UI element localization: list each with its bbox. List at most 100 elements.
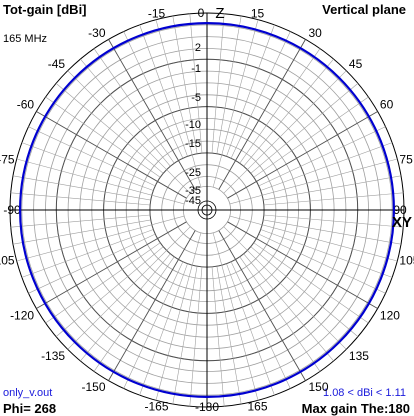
grid-spoke — [239, 48, 321, 164]
radial-tick-label: -10 — [185, 119, 201, 131]
grid-spoke — [212, 19, 259, 188]
grid-spoke — [28, 233, 156, 294]
center-ring — [201, 204, 213, 216]
grid-spoke — [55, 246, 164, 337]
grid-spoke — [155, 232, 202, 401]
grid-spoke — [80, 58, 171, 167]
angle-tick-label: -45 — [48, 57, 66, 71]
grid-spoke — [16, 158, 185, 205]
grid-spoke — [108, 230, 196, 381]
grid-spoke — [263, 214, 404, 228]
center-ring — [197, 200, 217, 220]
grid-spoke — [10, 214, 151, 228]
angle-tick-label: -150 — [81, 380, 105, 394]
grid-spoke — [263, 219, 402, 245]
grid-spoke — [250, 83, 359, 174]
angle-tick-label: -15 — [148, 7, 166, 21]
filename-label: only_v.out — [3, 387, 53, 399]
grid-spoke — [93, 48, 175, 164]
grid-spoke — [229, 215, 398, 262]
z-axis-label: Z — [215, 5, 224, 22]
grid-spoke — [80, 253, 171, 362]
grid-spoke — [263, 175, 402, 201]
radial-tick-label: -15 — [185, 138, 201, 150]
radial-tick-label: -5 — [191, 92, 201, 104]
plane-label: Vertical plane — [322, 2, 406, 17]
grid-spoke — [55, 83, 164, 174]
grid-spoke — [263, 192, 404, 206]
angle-tick-label: -135 — [41, 349, 65, 363]
angle-tick-label: 105 — [399, 254, 414, 268]
grid-spoke — [250, 246, 359, 337]
grid-spoke — [12, 219, 151, 245]
grid-spoke — [155, 19, 202, 188]
grid-spoke — [189, 266, 203, 407]
angle-tick-label: 90 — [393, 203, 407, 217]
grid-spoke — [227, 111, 378, 199]
grid-spoke — [258, 126, 386, 187]
angle-tick-label: -60 — [17, 98, 35, 112]
grid-spoke — [36, 111, 187, 199]
angle-tick-label: -75 — [0, 153, 15, 167]
grid-spoke — [172, 266, 198, 405]
grid-spoke — [260, 142, 393, 191]
xy-axis-label: XY — [392, 214, 412, 231]
radial-tick-label: -1 — [191, 63, 201, 75]
angle-tick-label: -90 — [3, 203, 21, 217]
grid-spoke — [243, 58, 334, 167]
grid-spoke — [67, 70, 191, 194]
grid-spoke — [211, 266, 225, 407]
grid-spoke — [223, 226, 347, 350]
grid-spoke — [36, 221, 187, 309]
grid-spoke — [218, 230, 306, 381]
angle-tick-label: -165 — [144, 399, 168, 413]
grid-spoke — [28, 126, 156, 187]
angle-tick-label: 135 — [349, 349, 369, 363]
angle-tick-label: 165 — [247, 399, 267, 413]
angle-tick-label: 60 — [380, 98, 394, 112]
grid-spoke — [230, 261, 291, 389]
angle-tick-label: 30 — [309, 26, 323, 40]
pattern-series — [19, 22, 395, 398]
radial-tick-label: -25 — [185, 167, 201, 179]
gain-range-label: 1.08 < dBi < 1.11 — [323, 387, 406, 399]
grid-spoke — [123, 261, 184, 389]
axis-labels: Z XY — [215, 5, 412, 231]
grid-spoke — [139, 263, 188, 396]
angle-tick-label: -30 — [88, 26, 106, 40]
grid-spoke — [260, 229, 393, 278]
angle-tick-label: 75 — [399, 153, 413, 167]
grid-spoke — [239, 256, 321, 372]
grid-spoke — [45, 96, 161, 178]
grid-spoke — [216, 15, 242, 154]
grid-spoke — [45, 242, 161, 324]
grid-spoke — [108, 39, 196, 190]
max-gain-label: Max gain The:180 — [301, 401, 410, 416]
radial-tick-label: -45 — [185, 195, 201, 207]
pattern-curve — [19, 22, 395, 398]
grid-spoke — [67, 226, 191, 350]
grid-spoke — [123, 31, 184, 159]
grid-spoke — [211, 13, 225, 154]
angle-tick-label: 0 — [198, 6, 205, 20]
grid-spoke — [212, 232, 259, 401]
angle-tick-label: 120 — [380, 309, 400, 323]
grid-spoke — [139, 24, 188, 157]
grid-spoke — [230, 31, 291, 159]
angle-tick-label: 45 — [349, 57, 363, 71]
grid-spoke — [218, 39, 306, 190]
phi-label: Phi= 268 — [3, 401, 57, 416]
chart-title: Tot-gain [dBi] — [3, 2, 87, 17]
radial-tick-label: 2 — [195, 42, 201, 54]
grid-spoke — [216, 266, 242, 405]
angle-tick-label: 150 — [309, 380, 329, 394]
grid-spoke — [16, 215, 185, 262]
grid-spoke — [227, 221, 378, 309]
grid-spoke — [93, 256, 175, 372]
angle-tick-label: -180 — [195, 400, 219, 414]
grid-spoke — [12, 175, 151, 201]
angle-tick-label: -105 — [0, 254, 15, 268]
grid-spoke — [21, 142, 154, 191]
grid-spoke — [226, 24, 275, 157]
grid-spoke — [258, 233, 386, 294]
